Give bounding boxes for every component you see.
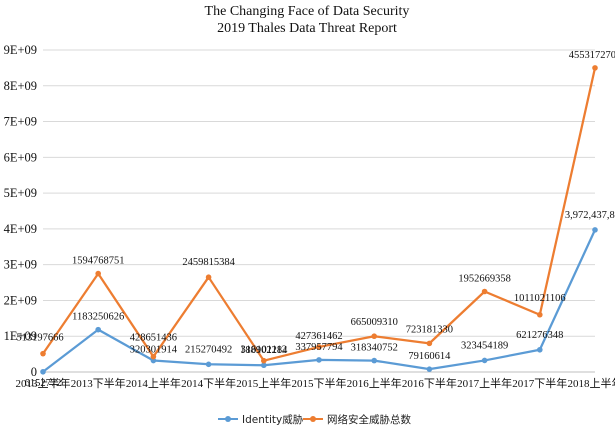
x-tick-label: 2015上半年 [236,376,291,390]
x-tick-label: 2013下半年 [71,376,126,390]
data-label: 2459815384 [182,257,235,268]
x-tick-label: 2017下半年 [512,376,567,390]
data-label: 337957794 [295,342,343,353]
legend-marker-total-threats [310,416,316,422]
data-label: 1952669358 [458,274,511,285]
x-tick-label: 2014下半年 [181,376,236,390]
data-point[interactable] [371,357,378,364]
data-label: 1594768751 [72,256,125,267]
data-label: 323454189 [461,340,508,351]
data-label: 513197666 [16,333,63,344]
data-point[interactable] [261,362,267,369]
data-label: 320301914 [130,345,178,356]
y-tick-label: 2E+09 [4,293,37,307]
data-point[interactable] [95,270,101,277]
chart-subtitle: 2019 Thales Data Threat Report [217,21,397,36]
legend-marker-identity [225,416,231,422]
data-label: 1183250626 [72,312,124,323]
series-points [40,65,598,375]
data-point[interactable] [592,227,598,233]
gridlines [43,49,595,373]
data-point[interactable] [150,357,157,364]
data-label: 4553172708 [569,50,615,61]
y-tick-label: 9E+09 [4,43,37,57]
y-tick-label: 8E+09 [4,79,37,93]
x-axis-ticks: 2013上半年 2013下半年 2014上半年 2014下半年 2015上半年 2015下… [16,376,615,390]
data-label: 3,972,437,893 [565,210,615,221]
legend-label-identity: Identity威胁 [242,413,304,426]
legend-item-total-threats[interactable]: 网络安全威胁总数 [303,413,411,426]
x-tick-label: 2013上半年 [16,376,71,390]
data-label: 665009310 [351,317,398,328]
data-point[interactable] [371,333,378,340]
data-point[interactable] [150,353,157,360]
y-tick-label: 0 [31,365,37,379]
x-tick-label: 2018上半年 [568,376,615,390]
chart-title: The Changing Face of Data Security [205,4,410,19]
data-label: 723181330 [406,324,453,335]
data-label: 188902284 [240,345,288,356]
data-point[interactable] [40,350,46,357]
data-point[interactable] [426,366,433,372]
data-label: 316101112 [241,345,287,356]
y-tick-label: 5E+09 [4,186,37,200]
data-label: 318340752 [351,343,398,354]
x-tick-label: 2016上半年 [347,376,402,390]
data-label: 621276348 [516,330,563,341]
data-point[interactable] [205,274,212,280]
data-point[interactable] [481,357,488,364]
y-tick-label: 3E+09 [4,258,37,272]
data-point[interactable] [316,357,322,363]
y-axis-ticks: 0 1E+09 2E+09 3E+09 4E+09 5E+09 6E+09 7E+09 8E+0… [4,43,37,379]
x-tick-label: 2015下半年 [292,376,347,390]
data-label: 215270492 [185,344,232,355]
data-label: 79160614 [408,351,451,362]
x-tick-label: 2017上半年 [457,376,512,390]
y-tick-label: 6E+09 [4,150,37,164]
x-tick-label: 2014上半年 [126,376,181,390]
series-line-1 [42,67,597,362]
data-label: 6152772 [25,378,62,389]
legend-item-identity[interactable]: Identity威胁 [218,413,304,426]
x-tick-label: 2016下半年 [402,376,457,390]
data-label: 427361462 [295,331,342,342]
y-tick-label: 7E+09 [4,115,37,129]
data-point[interactable] [537,311,543,318]
legend-label-total-threats: 网络安全威胁总数 [327,413,411,426]
data-point[interactable] [40,368,46,375]
data-point[interactable] [537,346,543,353]
data-point[interactable] [95,326,101,333]
data-label: 428651436 [130,333,177,344]
data-point[interactable] [481,288,488,295]
data-point[interactable] [592,65,598,71]
y-tick-label: 1E+09 [4,329,37,343]
data-label: 1011021106 [514,293,566,304]
data-labels: 6152772 1183250626 320301914 215270492 18890… [16,50,615,389]
y-tick-label: 4E+09 [4,222,37,236]
data-point[interactable] [316,344,322,350]
data-point[interactable] [426,340,433,347]
data-point[interactable] [205,361,212,368]
legend: Identity威胁 网络安全威胁总数 [218,413,411,426]
series-lines [42,67,597,373]
data-point[interactable] [261,357,267,364]
